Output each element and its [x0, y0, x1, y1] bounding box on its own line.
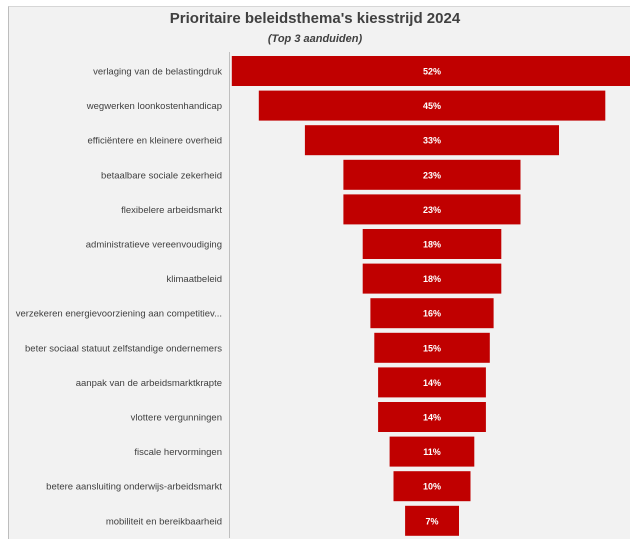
data-label: 52%	[423, 67, 441, 77]
data-label: 18%	[423, 240, 441, 250]
bar	[343, 159, 521, 190]
bar	[378, 402, 486, 432]
category-labels: verlaging van de belastingdruk wegwerken …	[16, 67, 223, 528]
chart-subtitle: (Top 3 aanduiden)	[267, 33, 363, 45]
category-label: verlaging van de belastingdruk	[93, 67, 222, 78]
category-label: flexibelere arbeidsmarkt	[121, 205, 222, 216]
category-label: mobiliteit en bereikbaarheid	[106, 516, 222, 527]
category-label: aanpak van de arbeidsmarktkrapte	[76, 378, 222, 389]
bar	[378, 367, 486, 398]
data-label: 23%	[423, 170, 441, 180]
bar	[362, 263, 502, 294]
chart-title: Prioritaire beleidsthema's kiesstrijd 20…	[169, 10, 461, 27]
data-label: 18%	[423, 274, 441, 284]
data-labels: 52% 45% 33% 23% 23% 18% 18% 16% 15% 14% 14% 11% 10% 7…	[423, 67, 441, 527]
bar	[258, 90, 606, 121]
bar	[231, 56, 630, 86]
bar	[370, 298, 494, 329]
bar	[304, 125, 559, 156]
data-label: 16%	[423, 309, 441, 319]
category-label: betere aansluiting onderwijs-arbeidsmark…	[46, 482, 222, 493]
data-label: 33%	[423, 136, 441, 146]
category-label: efficiëntere en kleinere overheid	[88, 136, 223, 147]
category-label: wegwerken loonkostenhandicap	[86, 101, 222, 112]
bar	[405, 505, 459, 536]
bar	[362, 229, 502, 259]
bars	[231, 56, 630, 536]
data-label: 11%	[423, 447, 441, 457]
bar	[374, 332, 490, 363]
data-label: 14%	[423, 378, 441, 388]
data-label: 14%	[423, 413, 441, 423]
data-label: 15%	[423, 343, 441, 353]
bar	[343, 194, 521, 225]
category-label: fiscale hervormingen	[134, 447, 222, 458]
category-label: vlottere vergunningen	[131, 413, 222, 424]
data-label: 7%	[425, 516, 438, 526]
data-label: 10%	[423, 482, 441, 492]
bar	[389, 436, 475, 467]
category-label: klimaatbeleid	[167, 274, 222, 285]
category-label: beter sociaal statuut zelfstandige onder…	[25, 343, 222, 354]
category-label: betaalbare sociale zekerheid	[101, 170, 222, 181]
bar	[393, 471, 471, 502]
category-label: verzekeren energievoorziening aan compet…	[16, 309, 222, 320]
category-label: administratieve vereenvoudiging	[86, 240, 222, 251]
data-label: 45%	[423, 101, 441, 111]
data-label: 23%	[423, 205, 441, 215]
